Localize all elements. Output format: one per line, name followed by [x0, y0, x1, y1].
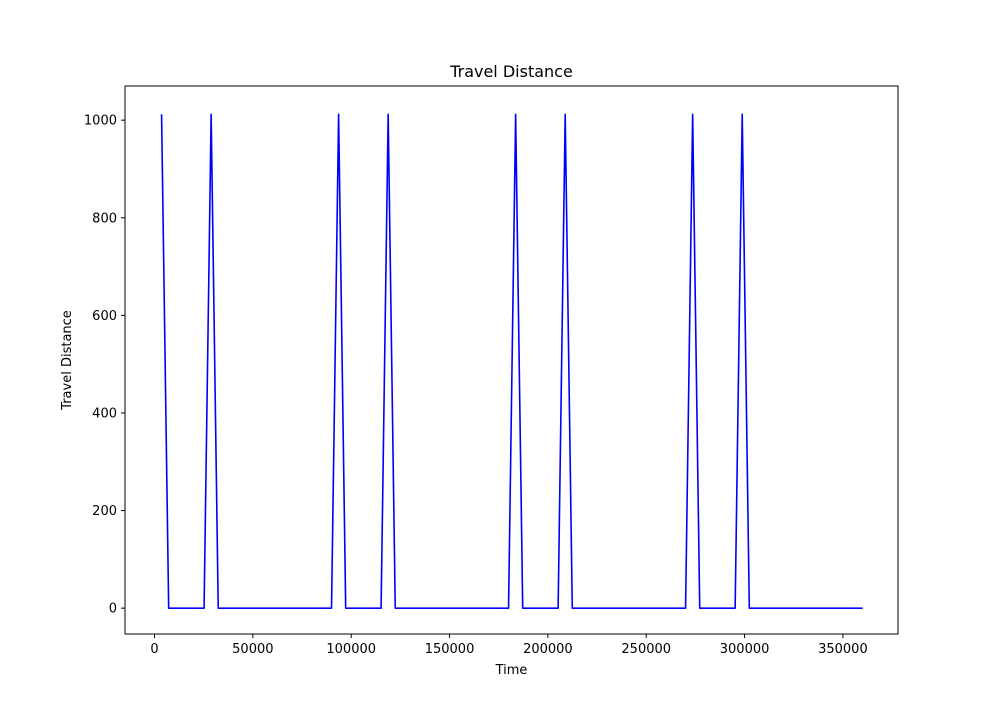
x-tick-label: 350000 [818, 642, 868, 657]
x-tick-label: 250000 [621, 642, 671, 657]
series-line-0 [160, 113, 863, 609]
x-tick-label: 0 [150, 642, 158, 657]
x-axis: 0 50000 100000 150000 200000 250000 300000 3500… [150, 634, 868, 657]
axes-frame [124, 85, 899, 635]
y-tick-label: 1000 [84, 114, 117, 129]
y-tick-label: 800 [92, 211, 117, 226]
chart-title: Travel Distance [449, 62, 573, 81]
y-tick-label: 600 [92, 309, 117, 324]
x-axis-label: Time [495, 663, 528, 678]
y-axis: 0 200 400 600 800 1000 [84, 114, 125, 617]
y-tick-label: 0 [109, 602, 117, 617]
x-tick-label: 100000 [326, 642, 376, 657]
y-axis-label: Travel Distance [60, 310, 75, 411]
x-tick-label: 300000 [720, 642, 770, 657]
x-tick-label: 50000 [232, 642, 273, 657]
y-tick-label: 400 [92, 406, 117, 421]
x-tick-label: 200000 [523, 642, 573, 657]
y-tick-label: 200 [92, 504, 117, 519]
plot-area [160, 113, 863, 609]
x-tick-label: 150000 [425, 642, 475, 657]
